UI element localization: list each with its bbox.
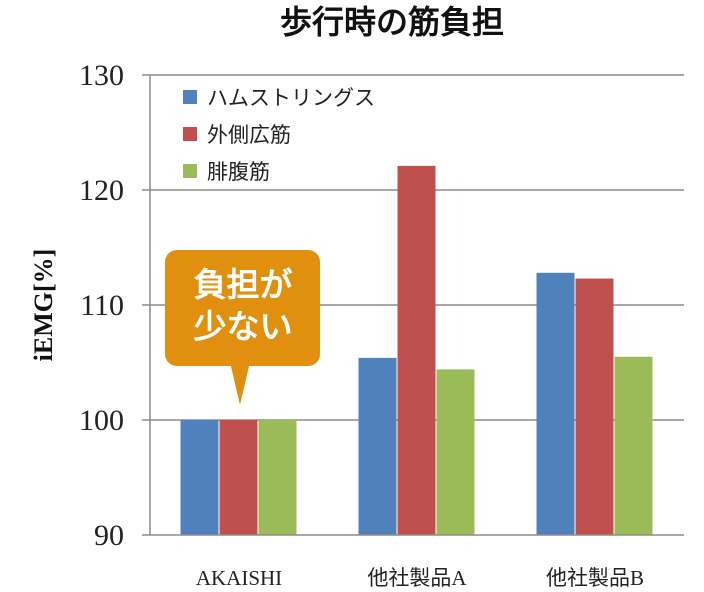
category-label: 他社製品B <box>546 566 644 590</box>
legend-swatch <box>183 164 197 178</box>
bar <box>575 278 614 535</box>
callout-box <box>165 250 320 366</box>
y-tick-label: 90 <box>94 519 124 552</box>
bar <box>536 272 575 535</box>
category-labels: AKAISHI 他社製品A 他社製品B <box>196 566 644 590</box>
y-tick-label: 100 <box>79 404 124 437</box>
y-tick-label: 110 <box>80 289 124 322</box>
legend-swatch <box>183 90 197 104</box>
legend-label: 外側広筋 <box>207 123 291 147</box>
bar <box>397 165 436 535</box>
bar <box>258 420 297 535</box>
callout-text: 負担が <box>194 265 293 304</box>
category-label: 他社製品A <box>367 566 467 590</box>
legend-label: 腓腹筋 <box>207 160 270 184</box>
legend-swatch <box>183 127 197 141</box>
category-label: AKAISHI <box>196 566 282 590</box>
y-axis-label: iEMG[%] <box>29 249 58 362</box>
y-tick-label: 130 <box>79 59 124 92</box>
callout-pointer <box>230 362 250 405</box>
y-tick-labels: 90 100 110 120 130 <box>79 59 124 552</box>
bar <box>436 369 475 535</box>
chart-title: 歩行時の筋負担 <box>280 3 504 41</box>
bar <box>180 420 219 535</box>
callout-text: 少ない <box>194 307 293 346</box>
legend-label: ハムストリングス <box>207 86 375 110</box>
bar <box>614 356 653 535</box>
bars <box>180 165 653 535</box>
y-tick-label: 120 <box>79 174 124 207</box>
bar <box>219 420 258 535</box>
axes <box>149 75 684 536</box>
bar <box>358 357 397 535</box>
